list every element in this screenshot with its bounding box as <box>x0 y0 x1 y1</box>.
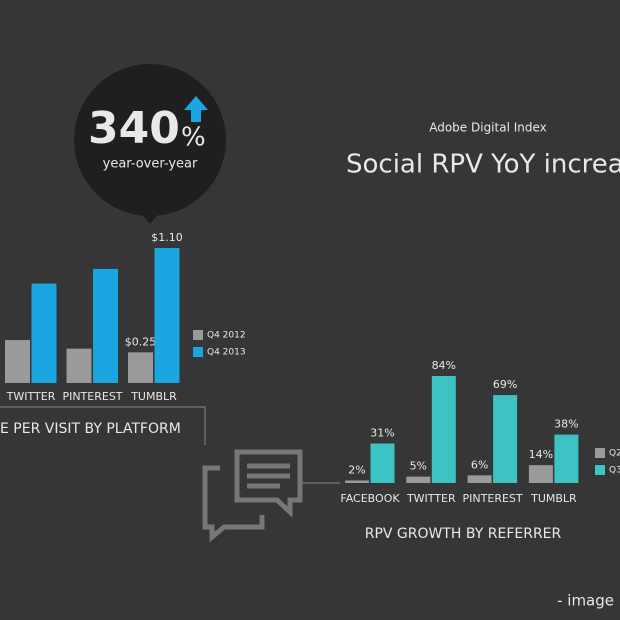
x-tick-label: TUMBLR <box>530 492 577 505</box>
bar <box>554 434 579 483</box>
data-label: 2% <box>348 463 365 476</box>
legend-swatch <box>193 347 203 357</box>
x-tick-label: FACEBOOK <box>340 492 400 505</box>
bar <box>345 480 369 483</box>
up-arrow-icon <box>184 96 208 122</box>
data-label: 38% <box>554 418 578 431</box>
data-label: $1.10 <box>151 231 183 244</box>
bar <box>493 395 518 483</box>
data-label: $0.25 <box>125 335 157 348</box>
x-tick-label: PINTEREST <box>62 390 122 403</box>
chart-title: RPV GROWTH BY REFERRER <box>365 526 562 542</box>
x-tick-label: TUMBLR <box>130 390 177 403</box>
data-label: 69% <box>493 378 517 391</box>
bar <box>406 476 431 483</box>
badge-unit: % <box>181 123 206 153</box>
badge-number: 340 <box>88 103 180 154</box>
source-label: Adobe Digital Index <box>429 121 547 135</box>
legend-swatch <box>595 465 605 475</box>
x-tick-label: TWITTER <box>406 492 456 505</box>
legend-label: Q4 2013 <box>207 348 246 358</box>
legend-label: Q4 2012 <box>207 331 246 341</box>
x-tick-label: TWITTER <box>6 390 56 403</box>
x-tick-label: PINTEREST <box>463 492 523 505</box>
data-label: 5% <box>410 460 427 473</box>
legend-label: Q2 <box>609 449 620 459</box>
legend-swatch <box>193 330 203 340</box>
bar <box>5 340 30 383</box>
chat-icon <box>202 449 303 543</box>
bar <box>431 375 456 483</box>
bar <box>66 348 92 383</box>
bar <box>528 465 553 483</box>
footer-label: - image <box>557 592 614 610</box>
chart-title: E PER VISIT BY PLATFORM <box>0 421 181 437</box>
bar <box>128 352 153 383</box>
badge-circle <box>74 64 226 216</box>
badge-pointer <box>140 212 160 224</box>
bar <box>467 475 492 483</box>
data-label: 84% <box>432 359 456 372</box>
page-title: Social RPV YoY increas <box>346 150 620 180</box>
data-label: 14% <box>529 448 553 461</box>
bar <box>370 443 395 483</box>
bar <box>93 268 118 383</box>
data-label: 31% <box>370 427 394 440</box>
data-label: 6% <box>471 458 488 471</box>
bar <box>154 248 180 383</box>
bar <box>31 283 57 383</box>
legend-label: Q3 <box>609 466 620 476</box>
legend-swatch <box>595 448 605 458</box>
connector <box>0 406 206 445</box>
badge-caption: year-over-year <box>103 157 198 172</box>
